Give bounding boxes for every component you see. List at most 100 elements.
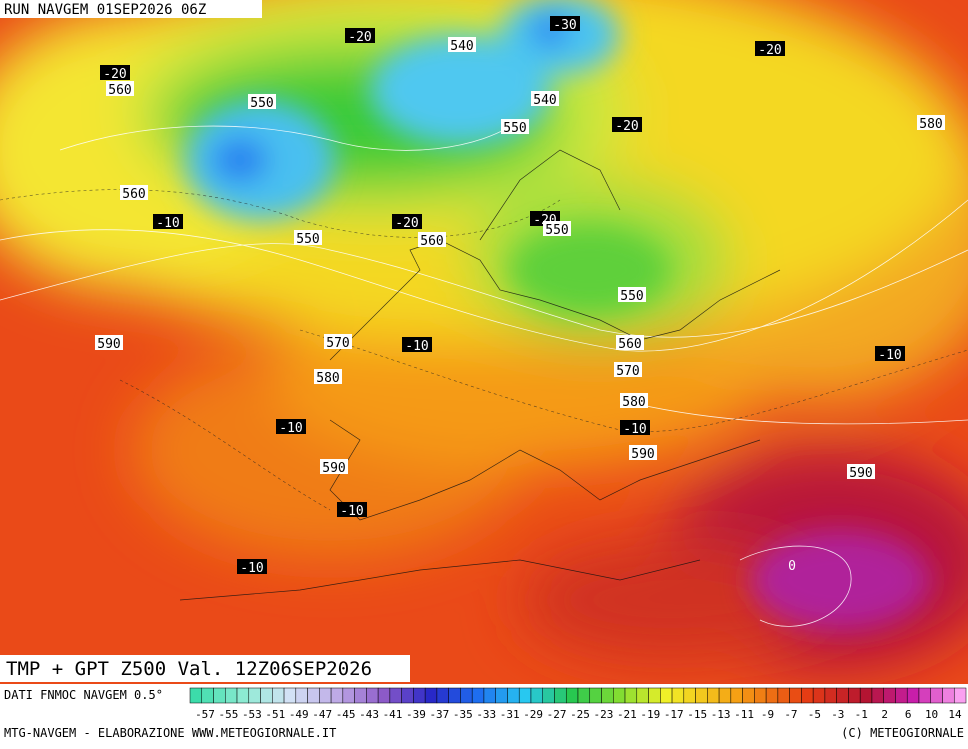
colorbar-tick-label: -43 bbox=[359, 708, 379, 721]
height-label: 590 bbox=[631, 447, 654, 462]
colorbar-swatch bbox=[554, 687, 567, 704]
colorbar-swatch bbox=[918, 687, 931, 704]
height-label: 570 bbox=[326, 336, 349, 351]
temperature-label-box bbox=[550, 16, 580, 31]
colorbar-tick-label: -5 bbox=[808, 708, 821, 721]
temperature-label-box bbox=[875, 346, 905, 361]
colorbar-swatch bbox=[413, 687, 426, 704]
height-label: 550 bbox=[503, 121, 526, 136]
colorbar-swatch bbox=[542, 687, 555, 704]
colorbar-swatch bbox=[930, 687, 943, 704]
height-label-box bbox=[847, 464, 875, 479]
colorbar-swatch bbox=[389, 687, 402, 704]
colorbar-swatch bbox=[801, 687, 814, 704]
temperature-label: -10 bbox=[279, 421, 302, 436]
colorbar-tick-label: -19 bbox=[640, 708, 660, 721]
temperature-label-box bbox=[392, 214, 422, 229]
colorbar-swatch bbox=[836, 687, 849, 704]
height-label-box bbox=[120, 185, 148, 200]
run-box bbox=[0, 0, 262, 18]
colorbar-swatch bbox=[248, 687, 261, 704]
colorbar-swatch bbox=[812, 687, 826, 704]
colorbar-swatch bbox=[577, 687, 591, 704]
colorbar-swatch bbox=[354, 687, 367, 704]
height-label-box bbox=[294, 230, 322, 245]
zero-label: 0 bbox=[788, 559, 796, 574]
colorbar-swatch bbox=[401, 687, 414, 704]
colorbar-tick-label: -35 bbox=[453, 708, 473, 721]
height-label: 560 bbox=[122, 187, 145, 202]
height-label: 590 bbox=[97, 337, 120, 352]
colorbar-tick-label: -53 bbox=[242, 708, 262, 721]
colorbar-swatch bbox=[189, 687, 203, 704]
colorbar-swatch bbox=[636, 687, 649, 704]
colorbar-swatch bbox=[471, 687, 485, 704]
colorbar-swatch bbox=[366, 687, 379, 704]
height-label: 580 bbox=[622, 395, 645, 410]
colorbar-swatch bbox=[225, 687, 238, 704]
height-label-box bbox=[314, 369, 342, 384]
height-label-box bbox=[418, 232, 446, 247]
run-label: RUN NAVGEM 01SEP2026 06Z bbox=[4, 2, 206, 18]
footer-right: (C) METEOGIORNALE bbox=[841, 726, 964, 740]
height-label-box bbox=[324, 334, 352, 349]
colorbar-tick-label: -25 bbox=[570, 708, 590, 721]
temperature-label-box bbox=[345, 28, 375, 43]
colorbar-swatch bbox=[765, 687, 779, 704]
height-label: 560 bbox=[108, 83, 131, 98]
colorbar-tick-label: 14 bbox=[948, 708, 962, 721]
temperature-label: -30 bbox=[553, 18, 576, 33]
colorbar-tick-label: -27 bbox=[547, 708, 567, 721]
colorbar-swatch bbox=[565, 687, 579, 704]
colorbar-tick-label: -33 bbox=[476, 708, 496, 721]
height-label-box bbox=[618, 287, 646, 302]
temperature-field bbox=[0, 0, 968, 684]
colorbar-swatch bbox=[530, 687, 543, 704]
height-label: 560 bbox=[618, 337, 641, 352]
colorbar-swatch bbox=[507, 687, 520, 704]
height-label-box bbox=[501, 119, 529, 134]
temperature-label-box bbox=[620, 420, 650, 435]
colorbar-swatch bbox=[671, 687, 685, 704]
colorbar-swatch bbox=[272, 687, 285, 704]
height-label-box bbox=[629, 445, 657, 460]
colorbar-swatch bbox=[683, 687, 696, 704]
legend-source: DATI FNMOC NAVGEM 0.5° bbox=[4, 688, 163, 702]
temperature-label: -20 bbox=[395, 216, 418, 231]
colorbar-swatch bbox=[754, 687, 767, 704]
colorbar-swatch bbox=[624, 687, 638, 704]
height-label: 560 bbox=[420, 234, 443, 249]
footer-left: MTG-NAVGEM - ELABORAZIONE WWW.METEOGIORN… bbox=[4, 726, 336, 740]
colorbar-tick-label: 2 bbox=[881, 708, 888, 721]
colorbar-tick-label: 10 bbox=[925, 708, 938, 721]
temperature-label: -20 bbox=[348, 30, 371, 45]
map-title-box bbox=[0, 655, 410, 682]
colorbar-tick-label: -41 bbox=[383, 708, 403, 721]
temperature-label: -20 bbox=[103, 67, 126, 82]
height-label-box bbox=[543, 221, 571, 236]
colorbar-swatch bbox=[236, 687, 250, 704]
colorbar-tick-label: -9 bbox=[761, 708, 774, 721]
colorbar-swatch bbox=[377, 687, 391, 704]
colorbar-swatch bbox=[859, 687, 873, 704]
colorbar-swatch bbox=[307, 687, 320, 704]
colorbar-tick-label: 6 bbox=[905, 708, 912, 721]
colorbar-swatch bbox=[848, 687, 861, 704]
colorbar-swatch bbox=[660, 687, 673, 704]
height-label-box bbox=[448, 37, 476, 52]
temperature-label: -10 bbox=[623, 422, 646, 437]
colorbar-swatch bbox=[460, 687, 473, 704]
colorbar-tick-label: -7 bbox=[784, 708, 797, 721]
colorbar-swatch bbox=[742, 687, 755, 704]
colorbar-swatch bbox=[518, 687, 532, 704]
height-label-box bbox=[620, 393, 648, 408]
colorbar-swatch bbox=[730, 687, 743, 704]
colorbar-tick-label: -1 bbox=[855, 708, 868, 721]
temperature-label: -10 bbox=[405, 339, 428, 354]
colorbar-swatch bbox=[718, 687, 732, 704]
height-label: 550 bbox=[545, 223, 568, 238]
height-label: 580 bbox=[316, 371, 339, 386]
colorbar-tick-label: -51 bbox=[265, 708, 285, 721]
height-label-box bbox=[614, 362, 642, 377]
temperature-label: -10 bbox=[156, 216, 179, 231]
